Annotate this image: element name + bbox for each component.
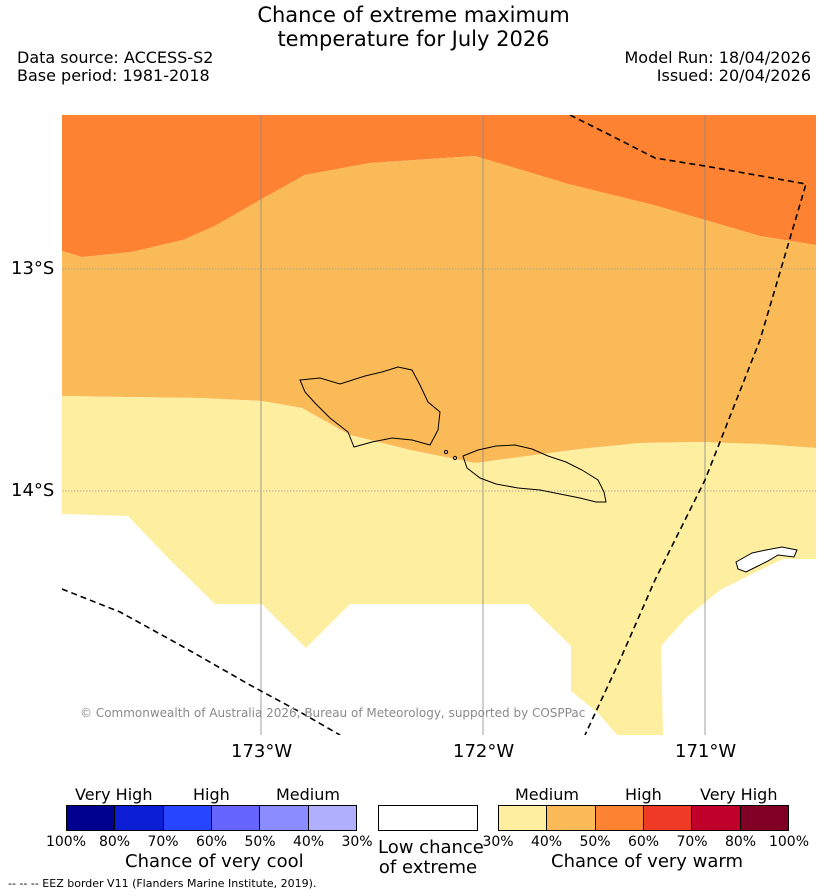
warm-level-very-high: Very High <box>700 785 778 804</box>
islet <box>443 449 449 455</box>
cool-tick-label: 60% <box>195 834 228 850</box>
base-period: Base period: 1981-2018 <box>17 66 210 85</box>
cool-tick-label: 70% <box>147 834 179 850</box>
cool-tick-label: 40% <box>292 834 325 850</box>
warm-swatch-5 <box>740 806 788 830</box>
warm-swatch-2 <box>595 806 644 830</box>
issued-date: Issued: 20/04/2026 <box>656 66 811 85</box>
warm-swatch-4 <box>692 806 741 830</box>
warm-swatch-3 <box>643 806 693 830</box>
eez-border-west <box>62 588 341 735</box>
warm-tick-label: 50% <box>579 834 611 850</box>
cool-level-very-high: Very High <box>75 785 153 804</box>
warm-tick-label: 100% <box>768 834 810 850</box>
copyright-notice: © Commonwealth of Australia 2026, Bureau… <box>80 706 586 720</box>
lon-label-173w: 173°W <box>231 741 293 762</box>
warm-tick-label: 30% <box>482 834 514 850</box>
cool-swatch-5 <box>308 806 356 830</box>
zone-lower-probability <box>62 396 816 735</box>
eez-footnote: -- -- -- EEZ border V11 (Flanders Marine… <box>8 877 317 890</box>
warm-legend-title: Chance of very warm <box>551 851 744 872</box>
warm-tick-label: 40% <box>530 834 563 850</box>
data-source: Data source: ACCESS-S2 <box>17 48 214 67</box>
forecast-map <box>62 115 816 735</box>
graticule <box>260 115 706 735</box>
warm-swatch-1 <box>547 806 596 830</box>
warm-tick-label: 80% <box>724 834 757 850</box>
zone-high-probability <box>62 115 816 257</box>
islands <box>299 366 798 573</box>
low-chance-label: Low chance of extreme <box>378 837 484 878</box>
cool-tick-label: 30% <box>341 834 373 850</box>
low-chance-line1: Low chance <box>378 837 484 858</box>
islet <box>452 455 458 461</box>
cool-swatch-4 <box>260 806 309 830</box>
lat-label-13s: 13°S <box>11 258 55 279</box>
tutuila-island <box>735 546 798 573</box>
warm-level-medium: Medium <box>515 785 579 804</box>
cool-swatch-2 <box>163 806 212 830</box>
lon-label-172w: 172°W <box>453 741 515 762</box>
chart-title-line1: Chance of extreme maximum <box>257 3 570 27</box>
cool-swatch-3 <box>211 806 261 830</box>
warm-tick-label: 70% <box>676 834 708 850</box>
model-run: Model Run: 18/04/2026 <box>624 48 812 67</box>
cool-swatch-0 <box>67 806 116 830</box>
upolu-island <box>462 444 607 503</box>
cool-tick-label: 80% <box>98 834 131 850</box>
eez-border <box>62 115 808 735</box>
warm-swatch-0 <box>499 806 548 830</box>
cool-level-medium: Medium <box>276 785 340 804</box>
cool-swatch-1 <box>115 806 164 830</box>
parallels <box>62 268 816 492</box>
warm-colorbar <box>498 805 789 831</box>
low-chance-swatch <box>378 805 478 831</box>
cool-colorbar <box>66 805 357 831</box>
cool-tick-label: 100% <box>45 834 87 850</box>
low-chance-line2: of extreme <box>378 857 478 878</box>
cool-level-high: High <box>193 785 230 804</box>
lat-label-14s: 14°S <box>11 480 55 501</box>
lon-label-171w: 171°W <box>675 741 737 762</box>
warm-tick-label: 60% <box>627 834 660 850</box>
warm-level-high: High <box>625 785 662 804</box>
chart-title-line2: temperature for July 2026 <box>277 27 550 51</box>
cool-tick-label: 50% <box>244 834 276 850</box>
chart-title: Chance of extreme maximum temperature fo… <box>0 3 827 51</box>
savaii-island <box>299 366 441 448</box>
zone-medium-probability <box>62 156 816 463</box>
cool-legend-title: Chance of very cool <box>125 851 304 872</box>
